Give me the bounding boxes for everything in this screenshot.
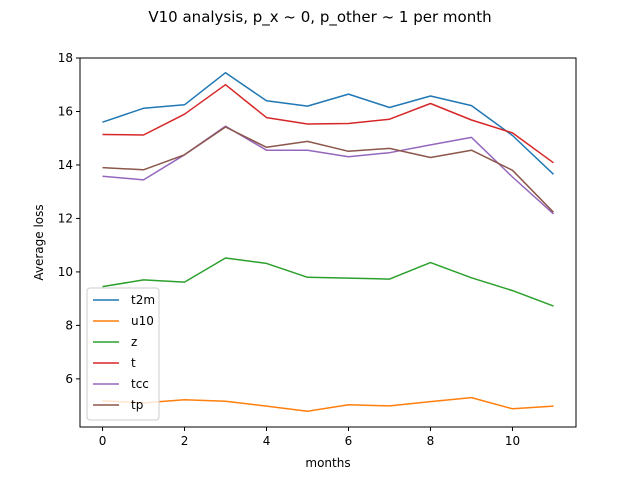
y-tick-label: 6 (65, 372, 73, 386)
series-line-t (102, 83, 554, 164)
y-tick-label: 10 (58, 265, 73, 279)
legend-frame (86, 287, 160, 421)
series-lines (102, 71, 555, 412)
chart-title: V10 analysis, p_x ~ 0, p_other ~ 1 per m… (148, 8, 491, 27)
y-axis-ticks: 6 8 10 12 14 16 18 (58, 51, 80, 386)
series-line-tcc (102, 125, 555, 215)
legend-label-tcc: tcc (131, 377, 149, 391)
series-line-u10 (102, 396, 554, 412)
legend: t2m u10 zt tcc tp (86, 287, 160, 421)
y-tick-label: 14 (58, 158, 73, 172)
legend-label-z: z (131, 335, 137, 349)
legend-label-u10: u10 (131, 314, 154, 328)
x-axis-ticks: 0 2 4 6 8 10 (99, 427, 520, 448)
y-tick-label: 18 (58, 51, 73, 65)
plot-area (80, 58, 576, 427)
x-tick-label: 8 (427, 434, 435, 448)
y-tick-label: 8 (65, 318, 73, 332)
legend-label-t2m: t2m (131, 293, 155, 307)
y-tick-label: 12 (58, 211, 73, 225)
x-axis-label: months (305, 456, 350, 470)
legend-label-tp: tp (131, 398, 143, 412)
x-tick-label: 0 (99, 434, 107, 448)
series-line-tp (102, 126, 555, 213)
y-tick-label: 16 (58, 104, 73, 118)
x-tick-label: 6 (345, 434, 353, 448)
series-line-z (102, 257, 554, 307)
x-tick-label: 2 (181, 434, 189, 448)
x-tick-label: 10 (505, 434, 520, 448)
plot-frame (79, 57, 577, 428)
y-axis-label: Average loss (32, 204, 46, 280)
legend-label-t: t (131, 356, 136, 370)
x-tick-label: 4 (263, 434, 271, 448)
series-line-t2m (102, 71, 555, 175)
